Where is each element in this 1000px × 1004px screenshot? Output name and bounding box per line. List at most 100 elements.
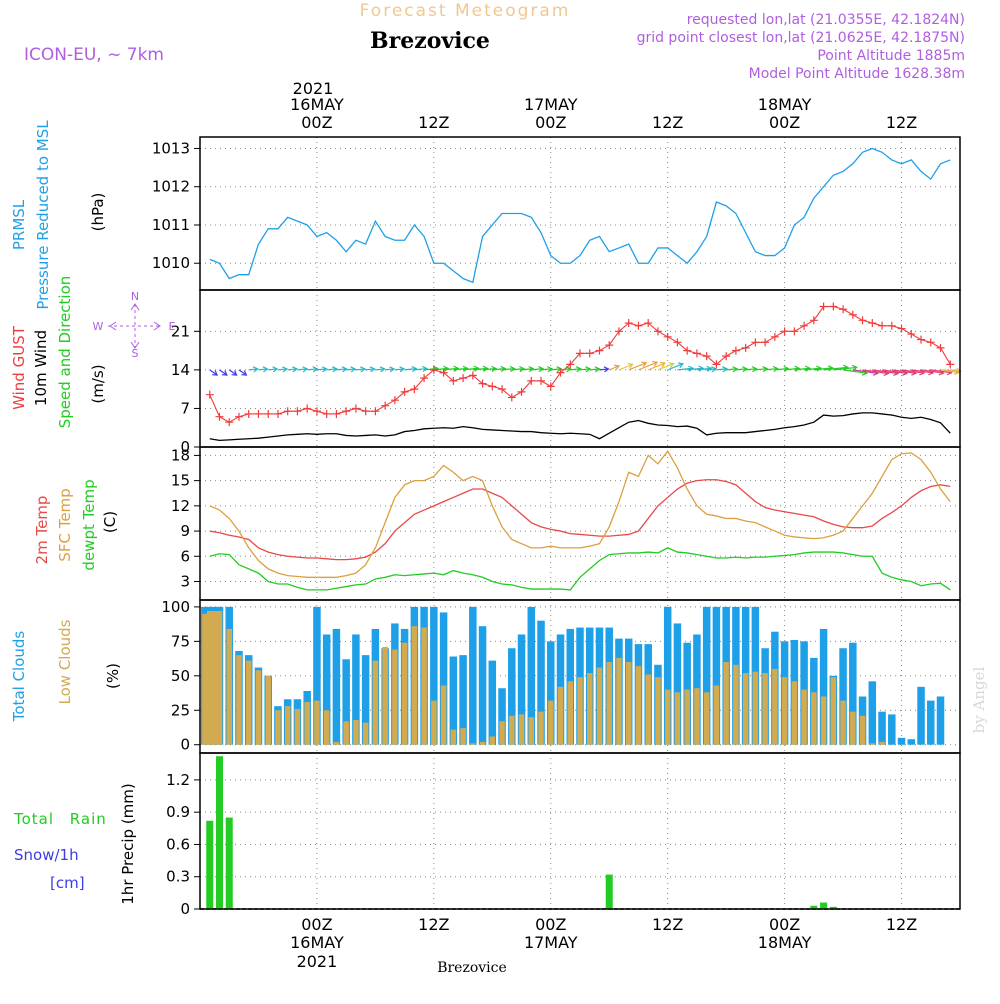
wind-arrow — [842, 369, 867, 374]
top-tick-label: 00Z — [535, 113, 566, 132]
low-cloud-bar — [323, 710, 330, 745]
wind-arrow-head — [613, 364, 621, 371]
gust-point — [390, 396, 399, 405]
low-cloud-bar — [723, 662, 729, 745]
low-cloud-bar — [859, 715, 866, 745]
wind-arrow-head — [668, 362, 675, 368]
total-rain-label: Total Rain — [13, 810, 107, 828]
wind-arrow-head — [321, 366, 328, 373]
gust-point — [712, 360, 721, 369]
low-cloud-bar — [586, 673, 593, 745]
wind-arrow-head — [369, 366, 376, 373]
wind-arrow-head — [422, 365, 429, 373]
cloud-panel-labels: Total Clouds Low Clouds (%) — [10, 619, 122, 722]
low-cloud-bar — [255, 670, 262, 745]
wind-arrow-head — [827, 365, 834, 372]
gust-point — [293, 407, 302, 416]
pressure-ytick-label: 1013 — [152, 139, 190, 157]
wind-arrow — [647, 362, 666, 371]
model-label: ICON-EU, ~ 7km — [24, 45, 164, 65]
gust-point — [780, 327, 789, 336]
gust-point — [770, 332, 779, 341]
total-cloud-bar — [469, 606, 477, 745]
top-tick-label: 00Z — [769, 113, 800, 132]
low-cloud-bar — [840, 700, 846, 745]
model-altitude: Model Point Altitude 1628.38m — [749, 66, 965, 82]
footer-location: Brezovice — [437, 960, 507, 976]
wind-arrow — [560, 368, 571, 371]
app-title: Forecast Meteogram — [360, 1, 571, 21]
precipitation-ytick-label: 0.3 — [166, 868, 190, 886]
wind-arrow — [472, 367, 488, 371]
total-cloud-bar — [907, 739, 916, 745]
wind-ytick-label: 0 — [180, 438, 190, 456]
clouds-ytick-label: 0 — [180, 736, 190, 754]
wind-arrow — [667, 363, 684, 371]
low-cloud-bar — [245, 660, 252, 745]
total-cloud-bar — [936, 696, 945, 745]
wind-arrow — [755, 368, 768, 371]
wind-arrow — [735, 368, 747, 371]
wind-arrow — [375, 368, 385, 371]
gust-point — [634, 321, 643, 330]
gust-point — [478, 379, 487, 388]
top-date-labels: 16MAY 17MAY 18MAY — [290, 95, 812, 114]
watermark: by Angel — [970, 666, 988, 733]
low-cloud-bar — [226, 628, 232, 745]
wind-arrow-head — [641, 361, 648, 368]
compass-icon: N W E S — [93, 290, 176, 360]
temperature-ytick-label: 12 — [171, 497, 190, 515]
low-cloud-bar — [440, 685, 447, 745]
wind-arrow — [326, 368, 337, 371]
wind-arrow-head — [411, 365, 418, 373]
wind-arrow-head — [565, 366, 572, 373]
precipitation-frame — [199, 752, 961, 910]
total-cloud-bar — [917, 686, 925, 745]
total-cloud-bar — [819, 628, 828, 745]
low-cloud-bar — [304, 702, 310, 745]
low-cloud-bar — [596, 667, 603, 745]
low-cloud-bar — [703, 692, 710, 745]
rain-bar — [215, 756, 223, 909]
wind-arrow-head — [603, 366, 610, 373]
gust-point — [624, 319, 633, 328]
gust-point — [907, 330, 916, 339]
wind-arrow-head — [473, 365, 480, 372]
wind-arrow-head — [585, 366, 592, 373]
wind-arrow — [228, 369, 237, 376]
total-cloud-bar — [927, 700, 935, 745]
precipitation-ytick-label: 0.6 — [166, 835, 190, 853]
total-cloud-bar — [547, 641, 555, 745]
total-cloud-bar — [537, 620, 545, 745]
precip-panel-labels: Total Rain Snow/1h [cm] 1hr Precip (mm) — [13, 783, 137, 904]
gust-line — [209, 305, 951, 423]
pressure-panel-labels: PRMSL Pressure Reduced to MSL (hPa) — [10, 120, 107, 310]
wind-arrow — [823, 366, 848, 371]
wind-arrow — [424, 367, 438, 371]
total-cloud-bar — [361, 655, 370, 745]
wind-arrow-head — [212, 370, 219, 376]
wind-arrow-head — [851, 364, 858, 371]
low-cloud-bar — [577, 677, 583, 745]
compass-w: W — [93, 320, 104, 333]
wind-arrow — [287, 368, 297, 371]
gust-point — [595, 346, 604, 355]
wind-arrow — [365, 368, 375, 371]
wind-arrow-head — [547, 366, 554, 373]
gust-point — [800, 321, 809, 330]
wind-arrow-head — [262, 366, 269, 373]
t2m-label: 2m Temp — [33, 496, 51, 565]
low-cloud-bar — [202, 613, 208, 745]
wind-arrow-head — [652, 360, 659, 367]
total-cloud-bar — [897, 737, 906, 745]
gust-point — [722, 352, 731, 361]
wind-arrow — [336, 368, 347, 371]
wind-arrow — [813, 367, 833, 371]
wind-ytick-label: 7 — [180, 399, 190, 417]
wind-arrow — [268, 368, 278, 371]
low-cloud-bar — [362, 722, 369, 745]
low-cloud-bar — [343, 721, 349, 745]
rain-bar — [225, 817, 233, 909]
low-cloud-bar — [518, 714, 525, 745]
wind10-label: 10m Wind — [32, 330, 50, 406]
